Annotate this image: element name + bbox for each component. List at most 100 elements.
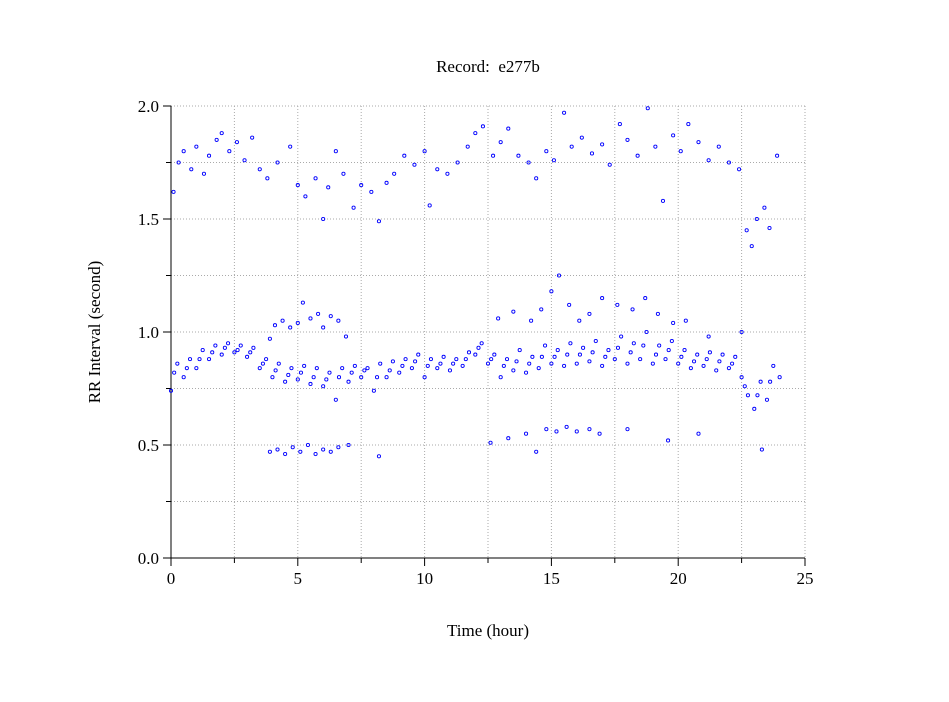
point [730,361,735,366]
point [257,167,262,172]
point [210,350,215,355]
point [226,341,231,346]
point [321,216,326,222]
point [606,348,611,353]
point [498,375,503,380]
point [574,361,579,366]
point [213,343,218,348]
point [427,203,432,208]
point [551,158,556,163]
point [707,350,712,355]
point [219,131,224,136]
point [313,451,318,457]
point [352,363,357,368]
point [316,311,321,316]
point [333,397,338,402]
point [552,354,557,359]
point [300,300,305,305]
point [343,334,349,339]
point [305,442,310,448]
point [619,334,624,339]
point [574,429,579,434]
point [328,449,333,454]
point [378,361,383,366]
x-tick-label: 25 [797,569,814,588]
point [492,352,497,357]
point [283,451,288,457]
point [759,447,764,452]
point [625,427,630,432]
point [679,354,684,359]
point [264,357,269,362]
point [625,137,630,142]
point [491,153,496,158]
point [742,384,747,389]
point [189,167,194,172]
point [726,160,731,165]
y-tick-label: 0.5 [138,436,159,455]
point [660,198,666,203]
point [365,366,370,371]
point [628,350,633,355]
point [565,352,570,357]
point [543,343,548,348]
x-tick-label: 20 [670,569,687,588]
point [171,189,176,194]
point [176,160,181,165]
point [250,135,255,140]
point [273,368,278,373]
point [298,370,304,375]
point [555,348,560,353]
point [387,368,392,373]
point [562,110,567,115]
point [232,350,237,355]
point [589,151,595,156]
point [403,357,408,362]
point [428,357,433,362]
point [298,449,303,454]
point [739,329,744,335]
point [704,357,709,362]
point [479,341,484,346]
point [371,388,376,393]
point [376,454,382,459]
point [340,366,345,371]
point [706,334,711,339]
point [260,361,265,366]
point [549,361,554,366]
point [295,320,300,326]
point [544,149,549,154]
point [671,133,676,138]
point [600,296,605,301]
point [498,140,503,145]
point [181,149,186,154]
point [200,348,205,353]
point [422,375,427,380]
point [362,368,367,373]
point [288,144,293,149]
point [201,171,207,176]
point [235,348,240,353]
point [303,194,308,199]
point [276,361,281,366]
point [607,162,612,167]
point [400,363,405,368]
point [445,171,450,176]
point [771,363,776,368]
point [762,205,767,210]
point [676,361,681,366]
point [577,352,582,357]
point [359,375,364,380]
x-tick-label: 5 [294,569,303,588]
point [194,366,199,371]
point [549,289,554,294]
point [245,354,250,359]
point [346,442,351,448]
point [567,302,572,307]
point [341,171,346,176]
point [643,296,648,301]
point [692,359,697,364]
point [374,375,380,380]
